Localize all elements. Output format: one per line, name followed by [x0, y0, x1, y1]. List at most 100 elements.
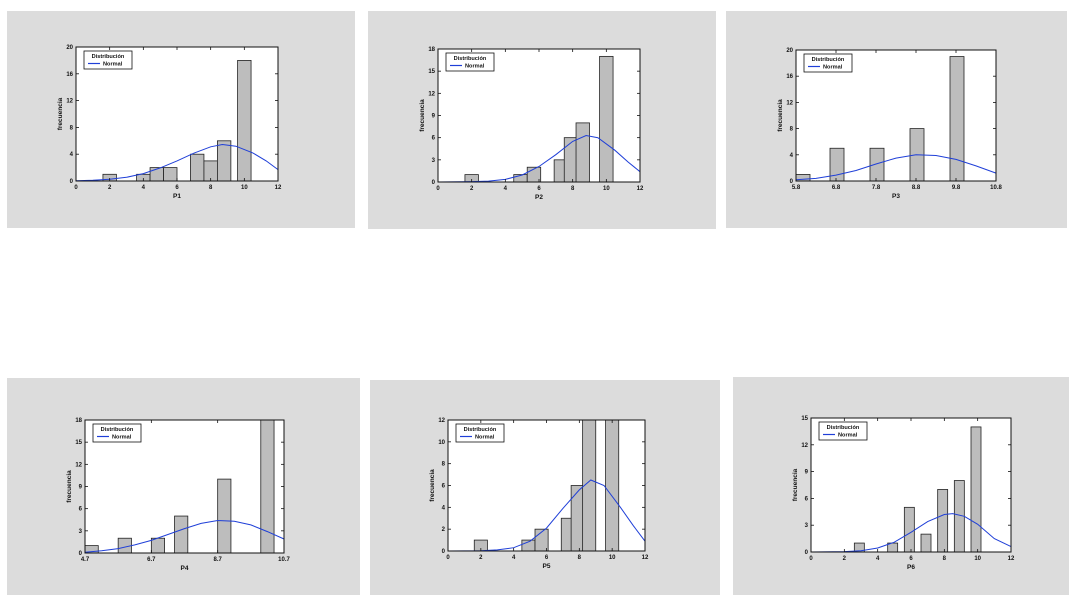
x-tick-label: 8 [578, 555, 582, 561]
y-tick-label: 12 [75, 462, 82, 468]
x-tick-label: 10.8 [990, 185, 1002, 191]
y-tick-label: 18 [75, 418, 82, 424]
x-tick-label: 6 [537, 186, 541, 192]
histogram-bar [903, 506, 915, 553]
x-tick-label: 6.8 [832, 185, 841, 191]
normal-curve [795, 154, 997, 181]
y-tick-label: 3 [432, 158, 436, 164]
y-axis-label: frecuencia [57, 97, 64, 130]
x-tick-label: 0 [436, 186, 440, 192]
y-tick-label: 0 [79, 551, 83, 557]
y-tick-label: 20 [66, 45, 73, 51]
histogram-panel-p1: 0 2 4 6 8 10 12 0 4 8 12 16 20 P1 frecuencia Distribuci… [7, 11, 355, 228]
x-tick-label: 0 [809, 556, 813, 562]
legend-title: Distribución [92, 54, 125, 60]
legend-box [83, 50, 133, 70]
x-axis-label: P4 [181, 565, 189, 572]
legend-title: Distribución [464, 427, 497, 433]
histogram-bar [237, 60, 252, 182]
x-tick-label: 8 [943, 556, 947, 562]
histogram-bar [174, 515, 189, 554]
y-tick-label: 3 [805, 523, 809, 529]
histogram-chart-p4: 4.7 6.7 8.7 10.7 0 3 6 9 12 15 18 P4 frecuencia Distr… [66, 418, 290, 572]
x-axis-label: P2 [535, 194, 543, 201]
y-tick-label: 2 [442, 527, 446, 533]
y-tick-label: 0 [805, 550, 809, 556]
histogram-bar [216, 140, 232, 182]
x-tick-label: 4 [876, 556, 880, 562]
y-axis-label: frecuencia [792, 468, 799, 501]
x-tick-label: 4 [512, 555, 516, 561]
histogram-bar [937, 489, 949, 553]
y-tick-label: 4 [790, 153, 794, 159]
histogram-bar [920, 533, 932, 553]
y-tick-label: 6 [432, 136, 436, 142]
y-tick-label: 12 [786, 100, 793, 106]
histogram-panel-p4: 4.7 6.7 8.7 10.7 0 3 6 9 12 15 18 P4 frecuencia Distr… [7, 378, 360, 595]
x-tick-label: 8 [571, 186, 575, 192]
y-tick-label: 8 [70, 125, 74, 131]
x-tick-label: 2 [843, 556, 847, 562]
x-tick-label: 8.7 [213, 557, 222, 563]
y-tick-label: 9 [79, 485, 83, 491]
histogram-bar [163, 167, 178, 182]
y-tick-label: 15 [801, 416, 808, 422]
y-tick-label: 8 [790, 127, 794, 133]
histogram-bar [149, 167, 164, 182]
x-tick-label: 10 [241, 185, 248, 191]
histogram-bar [217, 478, 232, 554]
legend-title: Distribución [827, 425, 860, 431]
histogram-bar [203, 160, 218, 182]
y-tick-label: 12 [428, 91, 435, 97]
x-tick-label: 6 [909, 556, 913, 562]
y-tick-label: 6 [79, 507, 83, 513]
x-tick-label: 2 [108, 185, 112, 191]
normal-curve [447, 479, 646, 552]
plot-frame [795, 49, 997, 182]
histogram-bar [575, 122, 590, 183]
legend-entry: Normal [475, 435, 495, 441]
x-axis-label: P3 [892, 193, 900, 200]
legend-box [445, 52, 495, 72]
histogram-bar [190, 153, 205, 182]
y-tick-label: 8 [442, 462, 446, 468]
normal-curve [810, 513, 1012, 553]
x-tick-label: 6 [175, 185, 179, 191]
y-tick-label: 9 [432, 114, 436, 120]
y-axis-label: frecuencia [429, 469, 436, 502]
histogram-bar [869, 147, 885, 182]
y-tick-label: 12 [66, 99, 73, 105]
x-tick-label: 6 [545, 555, 549, 561]
x-axis-label: P1 [173, 193, 181, 200]
legend-title: Distribución [454, 56, 487, 62]
legend-box [92, 423, 142, 443]
y-tick-label: 9 [805, 470, 809, 476]
y-tick-label: 15 [75, 440, 82, 446]
x-tick-label: 10 [609, 555, 616, 561]
y-tick-label: 0 [432, 180, 436, 186]
x-tick-label: 12 [275, 185, 282, 191]
y-tick-label: 16 [66, 72, 73, 78]
y-tick-label: 0 [70, 179, 74, 185]
legend-entry: Normal [112, 435, 132, 441]
x-tick-label: 10.7 [278, 557, 290, 563]
histogram-chart-p3: 5.8 6.8 7.8 8.8 9.8 10.8 0 4 8 12 16 20 P3 frecuencia… [777, 48, 1002, 200]
legend-box [455, 423, 505, 443]
legend-title: Distribución [101, 427, 134, 433]
x-tick-label: 9.8 [952, 185, 961, 191]
y-tick-label: 3 [79, 529, 83, 535]
y-tick-label: 6 [805, 496, 809, 502]
x-axis-label: P5 [543, 563, 551, 570]
histogram-panel-p3: 5.8 6.8 7.8 8.8 9.8 10.8 0 4 8 12 16 20 P3 frecuencia… [726, 11, 1067, 228]
y-tick-label: 12 [801, 443, 808, 449]
x-tick-label: 12 [642, 555, 649, 561]
y-tick-label: 6 [442, 484, 446, 490]
x-tick-label: 8.8 [912, 185, 921, 191]
histogram-bar [150, 537, 165, 554]
histogram-panel-p5: 0 2 4 6 8 10 12 0 2 4 6 8 10 12 P5 frecuencia Distribuci… [370, 380, 720, 595]
y-tick-label: 4 [442, 505, 446, 511]
x-axis-label: P6 [907, 564, 915, 571]
legend-box [803, 53, 853, 73]
x-tick-label: 6.7 [147, 557, 156, 563]
x-tick-label: 2 [479, 555, 483, 561]
